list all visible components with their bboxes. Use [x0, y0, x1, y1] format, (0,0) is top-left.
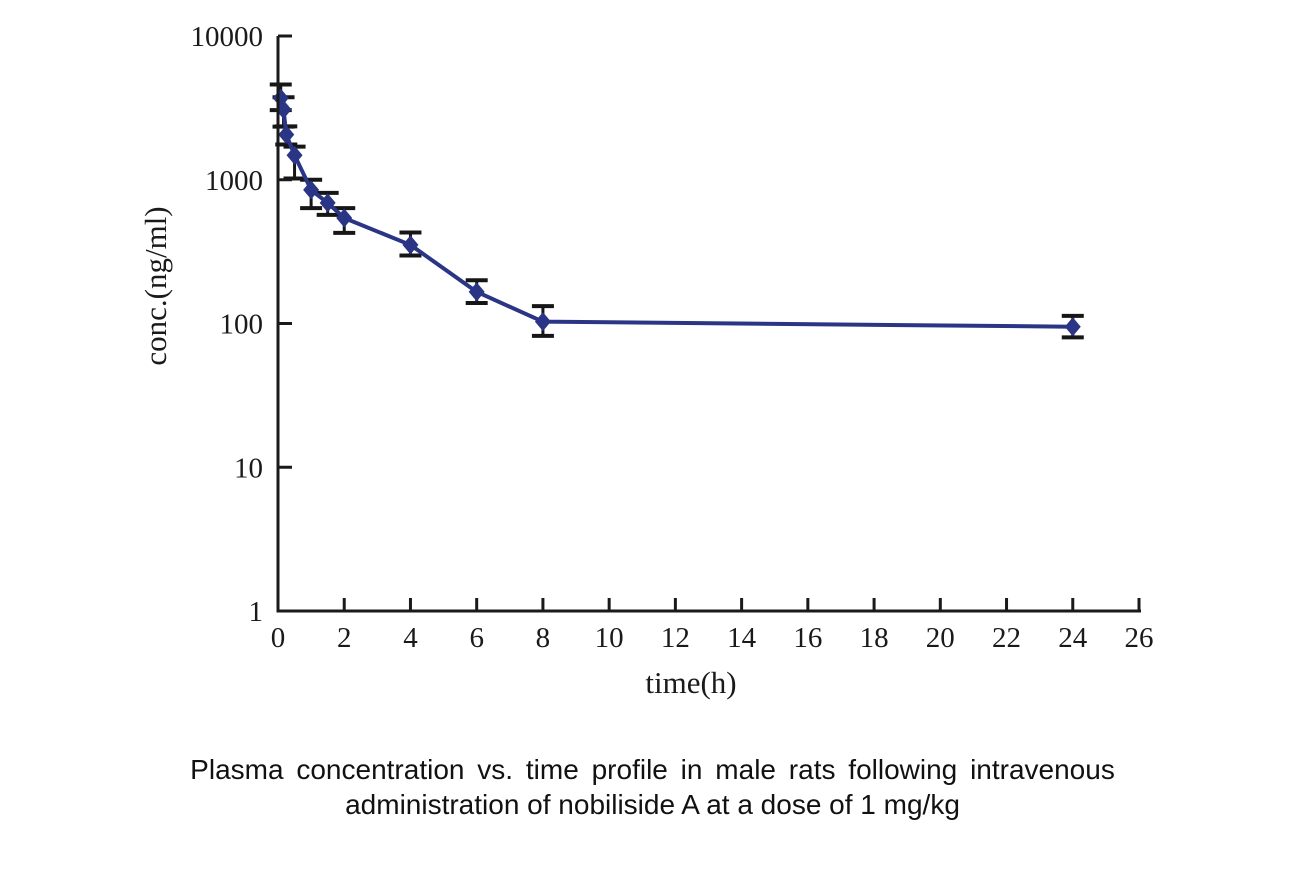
data-point-marker — [468, 282, 485, 302]
y-tick-label: 1 — [249, 596, 264, 628]
data-point-marker — [275, 100, 292, 120]
x-tick-label: 12 — [661, 622, 690, 654]
series-group — [272, 88, 1081, 337]
x-tick-label: 22 — [992, 622, 1021, 654]
figure-caption-line-1: Plasma concentration vs. time profile in… — [190, 754, 1115, 785]
data-point-marker — [303, 180, 320, 200]
error-bars-group — [269, 82, 1084, 340]
data-point-marker — [278, 125, 295, 145]
x-tick-label: 6 — [469, 622, 484, 654]
y-tick-label: 1000 — [205, 165, 263, 197]
y-axis-title: conc.(ng/ml) — [138, 206, 173, 365]
axes-group — [276, 34, 1141, 613]
x-tick-label: 10 — [595, 622, 624, 654]
figure-caption: Plasma concentration vs. time profile in… — [63, 752, 1243, 822]
x-tick-label: 24 — [1058, 622, 1088, 654]
x-tick-label: 14 — [727, 622, 757, 654]
x-tick-label: 8 — [536, 622, 551, 654]
y-tick-label: 10000 — [191, 21, 264, 53]
data-point-marker — [1064, 317, 1081, 337]
data-point-marker — [336, 208, 353, 228]
x-tick-label: 20 — [926, 622, 955, 654]
data-point-marker — [286, 145, 303, 165]
series-line — [278, 96, 1075, 329]
data-point-marker — [402, 235, 419, 255]
x-tick-label: 4 — [403, 622, 418, 654]
pk-concentration-chart: 1 10 100 1000 10000 0 2 4 6 8 10 12 14 16 18 20 22 24 26 t… — [138, 21, 1154, 700]
x-tick-label: 18 — [860, 622, 889, 654]
data-point-marker — [319, 193, 336, 213]
y-tick-label: 10 — [234, 452, 263, 484]
y-tick-label: 100 — [220, 309, 264, 341]
x-tick-label: 0 — [271, 622, 286, 654]
data-point-marker — [534, 312, 551, 332]
x-tick-label: 16 — [793, 622, 822, 654]
x-axis-title: time(h) — [645, 665, 736, 700]
figure-caption-line-2: administration of nobiliside A at a dose… — [345, 789, 960, 820]
x-tick-label: 26 — [1125, 622, 1154, 654]
x-tick-label: 2 — [337, 622, 352, 654]
